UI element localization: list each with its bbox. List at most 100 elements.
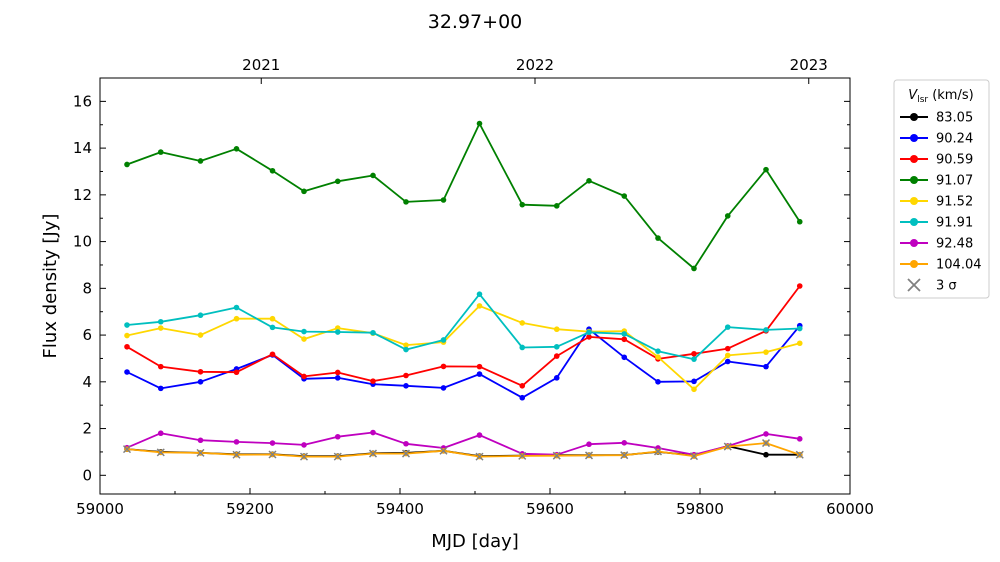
legend-items: 83.05 90.24 90.59 91.07 91.52 91.91 92.48 104.0… [900,111,982,294]
data-point [269,351,276,358]
data-point [691,378,697,385]
legend-label: 91.91 [936,216,973,231]
data-point [269,440,276,446]
data-point [197,332,204,338]
data-point [724,352,731,359]
sigma-marker [196,448,205,457]
data-point [724,213,731,219]
legend-item-91.91: 91.91 [900,216,973,231]
data-point [476,371,483,377]
data-point [301,373,307,380]
data-point [519,394,526,401]
data-point [476,363,483,370]
sigma-marker [552,451,561,460]
x-axis: 59000 59200 59400 59600 59800 60000 [76,488,874,518]
data-point [403,346,409,353]
data-point [796,436,803,442]
legend-marker [910,260,918,268]
series-line [126,442,801,458]
data-point [334,375,341,381]
data-point [655,348,661,355]
sigma-marker [761,439,771,448]
data-point [124,322,130,328]
series-91.07 [124,120,803,272]
legend-marker [910,113,918,121]
data-point [124,369,130,375]
data-point [403,440,409,447]
data-point [691,350,697,357]
x-tick-label: 59000 [76,500,124,518]
chart-title: 32.97+00 [428,11,523,33]
data-point [621,331,628,337]
legend-label: 104.04 [936,258,982,273]
data-point [233,439,240,445]
data-point [586,329,592,336]
data-point [157,363,164,370]
data-point [334,178,341,185]
plot-area [122,120,804,461]
data-point [233,315,240,322]
series-line [126,431,800,456]
data-point [334,369,341,376]
series-90.59 [124,283,803,389]
data-point [691,386,697,393]
top-tick-label: 2022 [516,56,554,74]
data-point [157,325,164,331]
data-point [370,378,376,384]
sigma-marker [653,447,663,456]
data-point [197,158,204,164]
y-tick-label: 6 [82,326,92,344]
data-point [403,199,409,205]
legend-item-90.59: 90.59 [900,153,973,168]
data-point [124,343,130,350]
data-point [403,382,409,389]
legend-item-sigma: 3 σ [907,278,957,294]
data-point [301,328,307,335]
data-point [796,283,803,289]
x-tick-label: 60000 [826,500,874,518]
legend-marker [910,176,918,184]
legend-title-main: V [908,88,918,103]
x-tick-label: 59600 [526,500,574,518]
data-point [157,430,164,437]
y-tick-label: 10 [73,233,92,251]
legend-label: 90.24 [936,132,973,147]
data-point [370,429,376,436]
sigma-marker [475,452,484,461]
data-point [301,442,307,448]
data-point [269,324,276,331]
data-point [763,349,769,355]
legend-title-unit: (km/s) [928,88,974,103]
data-point [301,336,307,342]
data-point [197,437,204,444]
data-point [157,149,164,155]
x-tick-label: 59200 [226,500,274,518]
data-point [796,340,803,347]
data-point [403,342,409,348]
data-point [301,188,307,195]
data-point [553,326,560,333]
data-point [621,336,628,343]
legend-item-91.07: 91.07 [900,174,973,189]
data-point [763,327,769,333]
data-point [233,146,240,152]
sigma-marker [368,449,378,458]
series-line [126,285,801,387]
y-tick-label: 14 [73,139,92,157]
sigma-marker [268,450,277,459]
y-tick-label: 2 [82,420,92,438]
data-point [553,353,560,359]
sigma-marker [620,451,629,460]
plot-frame [99,77,851,495]
series-83.05 [124,443,803,459]
legend: Vlsr (km/s) 83.05 90.24 90.59 91.07 91.52 91.… [893,79,990,299]
legend-item-90.24: 90.24 [900,132,973,147]
sigma-marker [122,445,132,454]
sigma-marker [795,450,804,459]
series-91.91 [124,291,803,362]
legend-marker [910,197,918,205]
data-point [476,432,483,438]
data-point [519,344,526,351]
y-axis: 0 2 4 6 8 10 12 14 16 [73,92,850,484]
